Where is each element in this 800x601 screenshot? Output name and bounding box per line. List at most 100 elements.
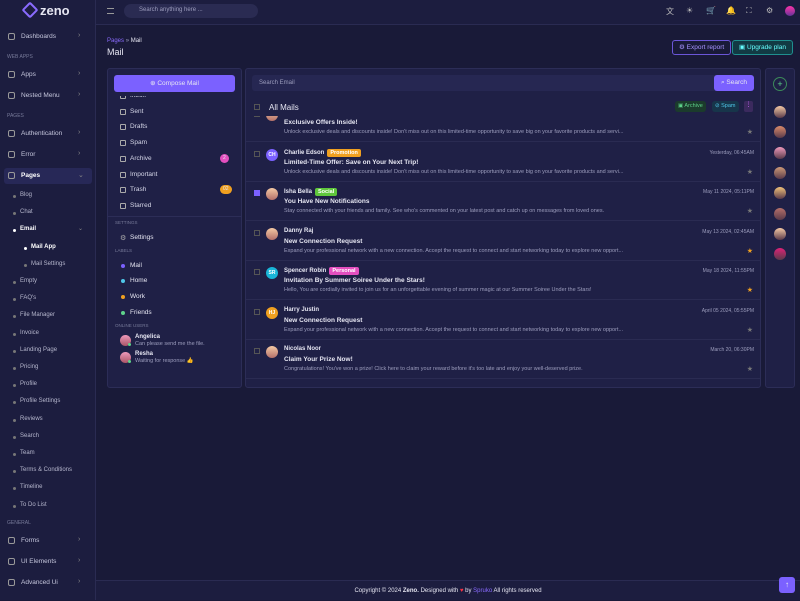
nav-subitem[interactable]: Search bbox=[20, 432, 40, 439]
nav-subitem[interactable]: FAQ's bbox=[20, 295, 37, 302]
row-checkbox[interactable] bbox=[254, 269, 260, 275]
header-icon[interactable]: ⚙ bbox=[766, 6, 774, 15]
nav-item[interactable]: Nested Menu bbox=[21, 92, 60, 99]
contact-avatar[interactable] bbox=[774, 207, 786, 220]
mail-row[interactable]: Danny Raj May 13 2024, 02:45AM New Connect… bbox=[246, 222, 760, 261]
folder-item[interactable]: Archive bbox=[130, 154, 152, 162]
mail-row[interactable]: SR Spencer Robin Personal May 18 2024, 11:5… bbox=[246, 261, 760, 300]
nav-subitem[interactable]: Empty bbox=[20, 278, 38, 284]
label-item[interactable]: Friends bbox=[130, 308, 152, 316]
nav-subitem[interactable]: Timeline bbox=[20, 484, 43, 491]
more-action[interactable]: ⋮ bbox=[744, 101, 753, 112]
header-icon[interactable]: ☀ bbox=[686, 6, 694, 15]
export-button[interactable]: ⚙ Export report bbox=[672, 40, 732, 55]
nav-bullet bbox=[13, 418, 16, 422]
star-toggle[interactable]: ★ bbox=[746, 247, 753, 255]
mail-row[interactable]: Exclusive Offers Inside! Unlock exclusive… bbox=[246, 116, 760, 142]
label-item[interactable]: Mail bbox=[130, 261, 142, 269]
search-button[interactable]: ⌕ Search bbox=[714, 75, 754, 91]
star-toggle[interactable]: ★ bbox=[746, 208, 753, 215]
upgrade-button[interactable]: ▣ Upgrade plan bbox=[732, 40, 793, 55]
breadcrumb-link[interactable]: Pages bbox=[107, 38, 125, 44]
compose-button[interactable]: ⊕ Compose Mail bbox=[114, 75, 235, 92]
nav-subitem[interactable]: To Do List bbox=[20, 501, 47, 508]
header-icon[interactable]: ⛶ bbox=[746, 6, 752, 15]
user-name[interactable]: Resha bbox=[135, 351, 154, 358]
mail-row[interactable]: CH Charlie Edson Promotion Yesterday, 06:45… bbox=[246, 143, 760, 182]
label-item[interactable]: Home bbox=[130, 277, 148, 285]
nav-item[interactable]: Pages bbox=[21, 172, 41, 179]
search-box[interactable]: Search anything here ... bbox=[124, 4, 258, 18]
nav-item[interactable]: UI Elements bbox=[21, 557, 57, 565]
folder-item[interactable]: Drafts bbox=[130, 123, 148, 131]
mail-preview: Expand your professional network with a … bbox=[284, 247, 624, 254]
nav-subitem[interactable]: Invoice bbox=[20, 329, 40, 336]
row-checkbox[interactable] bbox=[254, 308, 260, 315]
nav-subitem[interactable]: Team bbox=[20, 450, 35, 456]
nav-item[interactable]: Dashboards bbox=[21, 33, 57, 40]
nav-item[interactable]: Apps bbox=[21, 71, 36, 78]
star-toggle[interactable]: ★ bbox=[746, 326, 753, 334]
nav-subitem[interactable]: File Manager bbox=[20, 312, 56, 319]
contact-avatar[interactable] bbox=[774, 146, 786, 159]
user-name[interactable]: Angelica bbox=[135, 334, 161, 341]
row-checkbox[interactable] bbox=[254, 190, 260, 196]
contact-avatar[interactable] bbox=[774, 248, 786, 261]
nav-subitem[interactable]: Chat bbox=[20, 209, 33, 216]
nav-subitem[interactable]: Mail Settings bbox=[31, 260, 66, 267]
folder-item[interactable]: Spam bbox=[130, 139, 147, 147]
star-toggle[interactable]: ★ bbox=[746, 129, 753, 136]
spam-action[interactable]: ⊘ Spam bbox=[712, 101, 739, 112]
row-checkbox[interactable] bbox=[254, 348, 260, 354]
contact-avatar[interactable] bbox=[774, 187, 786, 200]
add-contact[interactable]: + bbox=[773, 77, 787, 91]
row-checkbox[interactable] bbox=[254, 116, 260, 117]
breadcrumb: Pages » Mail bbox=[107, 38, 142, 44]
folder-item[interactable]: Trash bbox=[130, 186, 147, 194]
archive-action[interactable]: ▣ Archive bbox=[675, 101, 706, 112]
contact-avatar[interactable] bbox=[774, 227, 786, 240]
mail-row[interactable]: Nicolas Noor March 20, 06:30PM Claim Your … bbox=[246, 340, 760, 379]
scroll-top[interactable]: ↑ bbox=[779, 577, 795, 593]
contact-avatar[interactable] bbox=[774, 106, 786, 118]
nav-subitem[interactable]: Reviews bbox=[20, 415, 43, 422]
nav-item[interactable]: Forms bbox=[21, 536, 40, 544]
header-icon[interactable]: 🔔 bbox=[726, 6, 736, 15]
user-avatar[interactable] bbox=[785, 6, 795, 16]
search-placeholder: Search anything here ... bbox=[139, 7, 203, 13]
nav-item[interactable]: Authentication bbox=[21, 130, 63, 137]
mail-row[interactable]: HJ Harry Justin April 05 2024, 05:55PM New … bbox=[246, 301, 760, 340]
nav-item[interactable]: Error bbox=[21, 151, 36, 158]
nav-subitem[interactable]: Pricing bbox=[20, 364, 39, 370]
mail-search[interactable]: Search Email ⌕ Search bbox=[252, 75, 754, 91]
label-item[interactable]: Work bbox=[130, 293, 146, 300]
settings-item[interactable]: Settings bbox=[130, 233, 154, 241]
nav-item[interactable]: Advanced Ui bbox=[21, 578, 58, 586]
row-checkbox[interactable] bbox=[254, 229, 260, 236]
contact-avatar[interactable] bbox=[774, 126, 786, 139]
nav-subitem[interactable]: Landing Page bbox=[20, 346, 58, 353]
nav-subitem[interactable]: Terms & Conditions bbox=[20, 467, 73, 474]
header-icon[interactable]: 🛒 bbox=[706, 6, 716, 15]
menu-toggle[interactable] bbox=[107, 8, 114, 14]
nav-arrow: › bbox=[78, 129, 81, 136]
footer-author[interactable]: Spruko bbox=[473, 588, 493, 594]
nav-subitem[interactable]: Mail App bbox=[31, 243, 56, 250]
folder-item[interactable]: Inbox bbox=[130, 96, 146, 99]
nav-subitem[interactable]: Blog bbox=[20, 192, 33, 198]
nav-subitem[interactable]: Profile bbox=[20, 381, 38, 388]
folder-item[interactable]: Important bbox=[130, 170, 158, 178]
mail-row[interactable]: Isha Bella Social May 11 2024, 05:11PM You … bbox=[246, 182, 760, 221]
select-all[interactable] bbox=[254, 104, 260, 110]
star-toggle[interactable]: ★ bbox=[746, 168, 753, 176]
row-checkbox[interactable] bbox=[254, 150, 260, 157]
header-icon[interactable]: 文 bbox=[666, 7, 674, 16]
star-toggle[interactable]: ★ bbox=[746, 366, 753, 373]
nav-subitem[interactable]: Profile Settings bbox=[20, 398, 61, 405]
folder-item[interactable]: Sent bbox=[130, 107, 144, 115]
nav-icon bbox=[8, 92, 15, 99]
folder-item[interactable]: Starred bbox=[130, 201, 152, 209]
contact-avatar[interactable] bbox=[774, 166, 786, 179]
star-toggle[interactable]: ★ bbox=[746, 287, 753, 294]
nav-subitem[interactable]: Email bbox=[20, 226, 37, 233]
